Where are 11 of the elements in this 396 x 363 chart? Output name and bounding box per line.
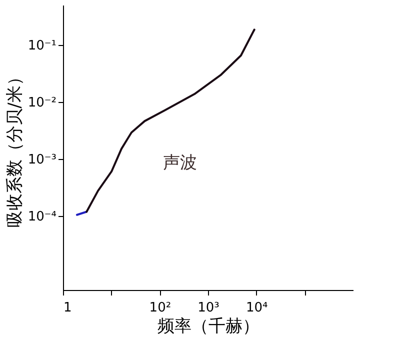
x-axis-title: 频率（千赫） (158, 316, 260, 336)
y-axis-title: 吸收系数（分贝/米） (4, 68, 25, 228)
y-tick-label: 10⁻² (28, 95, 56, 110)
x-tick-label: 1 (64, 300, 72, 316)
annotation: 声波 (163, 153, 197, 173)
x-tick-label: 10² (149, 300, 172, 316)
y-tick-label: 10⁻³ (28, 152, 56, 168)
y-tick-label: 10⁻⁴ (28, 209, 56, 224)
x-tick-label: 10⁴ (246, 300, 268, 316)
y-tick-label: 10⁻¹ (28, 38, 56, 54)
x-tick-label: 10³ (198, 300, 220, 316)
